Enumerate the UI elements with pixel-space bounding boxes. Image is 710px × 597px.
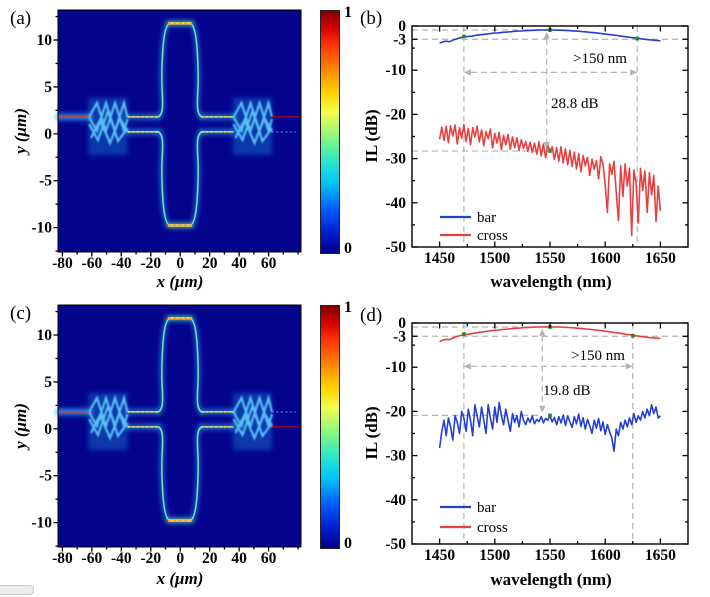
svg-text:-50: -50 xyxy=(385,239,406,256)
colorbar-a-min: 0 xyxy=(344,240,352,257)
annotation-extinction: 19.8 dB xyxy=(543,383,591,399)
colorbar-a-max: 1 xyxy=(344,4,352,21)
svg-text:0: 0 xyxy=(398,315,406,332)
page-edge-artifact xyxy=(0,585,34,595)
svg-text:-5: -5 xyxy=(39,173,52,190)
svg-text:-60: -60 xyxy=(82,255,103,272)
panel-a-axes: -80 -60 -40 -20 0 20 40 60 10 5 0 -5 -10 xyxy=(31,15,299,272)
svg-text:1600: 1600 xyxy=(590,250,621,267)
svg-text:0: 0 xyxy=(176,550,184,567)
svg-text:-30: -30 xyxy=(385,448,406,465)
colorbar-c-min: 0 xyxy=(344,535,352,552)
svg-text:0: 0 xyxy=(44,126,52,143)
svg-text:-10: -10 xyxy=(385,359,406,376)
svg-text:-10: -10 xyxy=(31,515,52,532)
panel-b-xlabel: wavelength (nm) xyxy=(490,272,612,291)
svg-text:-40: -40 xyxy=(111,255,132,272)
panel-c-xlabel: x (μm) xyxy=(156,569,204,588)
svg-text:10: 10 xyxy=(37,32,53,49)
colorbar-c xyxy=(320,305,340,549)
svg-text:-40: -40 xyxy=(385,492,406,509)
svg-text:-3: -3 xyxy=(393,31,406,48)
panel-a-field xyxy=(58,10,301,252)
marker-bar xyxy=(462,34,466,39)
panel-a-ylabel: y (μm) xyxy=(11,108,30,154)
svg-text:1550: 1550 xyxy=(535,250,566,267)
panel-d-label: (d) xyxy=(360,305,383,326)
series-bar xyxy=(438,401,661,453)
svg-text:40: 40 xyxy=(231,255,247,272)
panel-b-label: (b) xyxy=(360,8,383,29)
series-cross xyxy=(438,123,662,237)
svg-text:-10: -10 xyxy=(385,62,406,79)
panel-c-ylabel: y (μm) xyxy=(11,403,30,449)
svg-text:10: 10 xyxy=(37,327,53,344)
panel-b-ylabel: IL (dB) xyxy=(362,109,381,163)
series-bar xyxy=(439,29,661,44)
svg-text:-10: -10 xyxy=(31,220,52,237)
legend-label-cross: cross xyxy=(477,520,508,536)
svg-text:-20: -20 xyxy=(140,255,161,272)
colorbar-c-max: 1 xyxy=(344,299,352,316)
svg-text:-3: -3 xyxy=(393,328,406,345)
annotation-bandwidth: >150 nm xyxy=(571,348,625,364)
svg-text:1450: 1450 xyxy=(424,250,455,267)
svg-text:-80: -80 xyxy=(52,550,73,567)
svg-text:1650: 1650 xyxy=(645,250,676,267)
svg-text:1650: 1650 xyxy=(645,547,676,564)
panel-c-field xyxy=(58,305,301,547)
svg-text:20: 20 xyxy=(202,255,218,272)
legend-label-bar: bar xyxy=(477,210,496,226)
svg-text:40: 40 xyxy=(231,550,247,567)
panel-a-label: (a) xyxy=(10,8,32,29)
svg-text:-20: -20 xyxy=(385,403,406,420)
svg-text:60: 60 xyxy=(261,255,277,272)
svg-text:-50: -50 xyxy=(385,536,406,553)
annotation-extinction: 28.8 dB xyxy=(551,96,599,112)
svg-text:20: 20 xyxy=(202,550,218,567)
svg-text:-80: -80 xyxy=(52,255,73,272)
marker-bar xyxy=(635,36,640,41)
annotation-bandwidth: >150 nm xyxy=(573,51,627,67)
svg-text:-30: -30 xyxy=(385,151,406,168)
svg-text:-40: -40 xyxy=(111,550,132,567)
svg-text:1500: 1500 xyxy=(479,250,510,267)
series-cross xyxy=(439,325,661,343)
panel-d-chart: 1450 1500 1550 1600 1650 0-3 -10 -20 -30 -40 -50 ba… xyxy=(385,315,689,564)
svg-text:60: 60 xyxy=(261,550,277,567)
svg-text:0: 0 xyxy=(176,255,184,272)
svg-text:1600: 1600 xyxy=(590,547,621,564)
marker-cross xyxy=(462,332,466,336)
colorbar-a xyxy=(320,10,340,254)
svg-text:0: 0 xyxy=(398,18,406,35)
svg-text:1500: 1500 xyxy=(479,547,510,564)
marker-cross xyxy=(548,149,552,153)
legend-label-bar: bar xyxy=(477,500,496,516)
marker-bar xyxy=(548,413,552,418)
panel-d-ylabel: IL (dB) xyxy=(362,406,381,460)
svg-text:-5: -5 xyxy=(39,468,52,485)
svg-text:-40: -40 xyxy=(385,195,406,212)
panel-b-chart: 1450 1500 1550 1600 1650 0-3 -10 -20 -30 -40 -50 ba… xyxy=(385,18,689,267)
svg-text:-60: -60 xyxy=(82,550,103,567)
svg-text:1550: 1550 xyxy=(535,547,566,564)
svg-text:-20: -20 xyxy=(140,550,161,567)
svg-text:5: 5 xyxy=(44,374,52,391)
panel-c-label: (c) xyxy=(10,303,32,324)
svg-text:0: 0 xyxy=(44,421,52,438)
panel-a-xlabel: x (μm) xyxy=(156,272,204,291)
svg-text:-20: -20 xyxy=(385,106,406,123)
panel-c-axes: -80 -60 -40 -20 0 20 40 60 10 5 0 -5 -10 xyxy=(31,310,299,567)
svg-text:5: 5 xyxy=(44,79,52,96)
panel-d-xlabel: wavelength (nm) xyxy=(490,570,612,589)
legend-label-cross: cross xyxy=(477,228,508,244)
marker-cross xyxy=(631,334,635,338)
svg-text:1450: 1450 xyxy=(424,547,455,564)
